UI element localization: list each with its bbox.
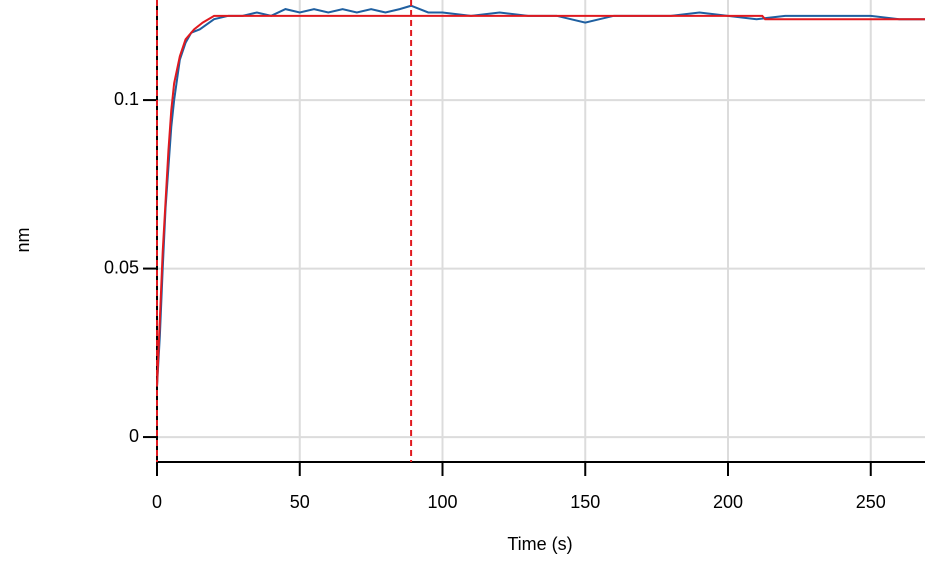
- data-line: [156, 14, 925, 387]
- y-tick-label: 0.05: [104, 257, 139, 277]
- x-tick-label: 50: [290, 492, 310, 512]
- y-tick-label: 0: [129, 426, 139, 446]
- x-tick-label: 150: [570, 492, 600, 512]
- x-tick-label: 250: [856, 492, 886, 512]
- data-line: [156, 4, 925, 387]
- y-axis-label: nm: [13, 227, 33, 252]
- x-tick-label: 200: [713, 492, 743, 512]
- y-tick-label: 0.1: [114, 89, 139, 109]
- x-tick-label: 0: [152, 492, 162, 512]
- x-axis-label: Time (s): [507, 534, 572, 554]
- x-tick-label: 100: [427, 492, 457, 512]
